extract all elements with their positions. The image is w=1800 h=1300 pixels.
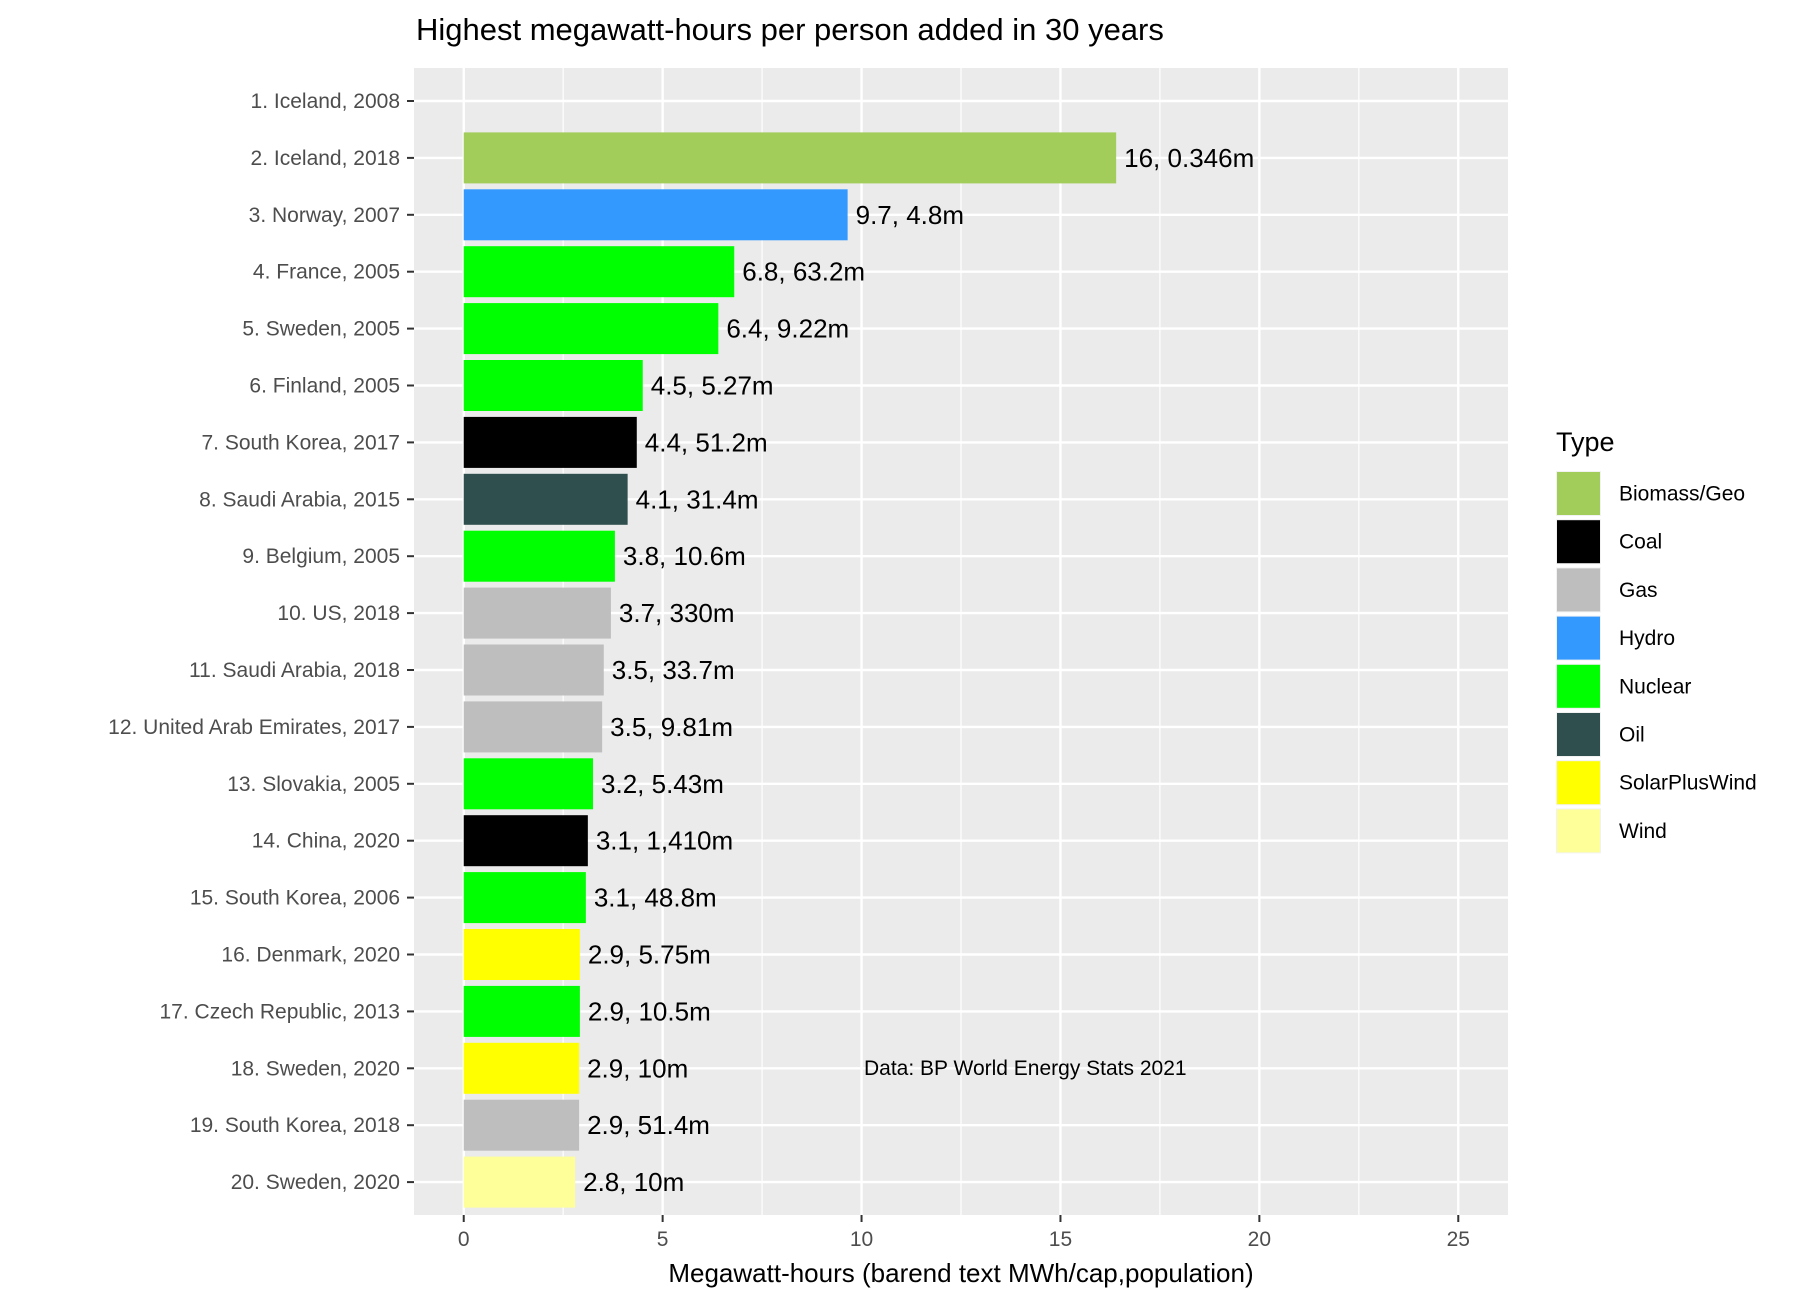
y-tick-label: 6. Finland, 2005	[249, 375, 400, 398]
legend-items: Biomass/Geo Coal Gas Hydro Nuclear Oil SolarPl…	[1556, 471, 1757, 854]
bar	[463, 1156, 576, 1208]
legend-key	[1557, 809, 1600, 853]
bar	[463, 360, 643, 411]
bar	[463, 132, 1117, 184]
y-tick-label: 10. US, 2018	[277, 602, 400, 625]
bar-value-label: 3.7, 330m	[619, 598, 735, 628]
y-tick-label: 4. France, 2005	[253, 261, 400, 284]
bar-end-labels: 16, 0.346m 9.7, 4.8m 6.8, 63.2m 6.4, 9.22m 4…	[583, 143, 1254, 1197]
legend-label: Wind	[1619, 820, 1667, 843]
legend-key	[1557, 520, 1600, 564]
legend-title: Type	[1556, 427, 1615, 457]
legend-key	[1557, 616, 1600, 660]
y-tick-label: 1. Iceland, 2008	[251, 90, 400, 113]
y-tick-label: 16. Denmark, 2020	[221, 944, 400, 967]
y-tick-label: 7. South Korea, 2017	[202, 431, 401, 454]
y-tick-label: 19. South Korea, 2018	[190, 1114, 400, 1137]
y-tick-label: 8. Saudi Arabia, 2015	[199, 488, 400, 511]
y-tick-label: 5. Sweden, 2005	[242, 318, 400, 341]
x-tick-label: 25	[1447, 1228, 1470, 1251]
bar-value-label: 3.1, 1,410m	[596, 826, 733, 856]
bar	[463, 1099, 580, 1151]
y-tick-label: 3. Norway, 2007	[249, 204, 400, 227]
bar	[463, 1042, 580, 1094]
x-tick-label: 5	[657, 1228, 669, 1251]
bar	[463, 587, 611, 639]
y-tick-label: 12. United Arab Emirates, 2017	[108, 716, 400, 739]
bar-value-label: 16, 0.346m	[1124, 143, 1254, 173]
legend-label: SolarPlusWind	[1619, 772, 1757, 795]
legend-label: Nuclear	[1619, 675, 1691, 698]
bar-value-label: 4.4, 51.2m	[645, 427, 768, 457]
bar	[463, 530, 615, 582]
bar-value-label: 6.8, 63.2m	[742, 257, 865, 287]
bar-value-label: 3.1, 48.8m	[594, 883, 717, 913]
y-tick-label: 20. Sweden, 2020	[231, 1171, 400, 1194]
bar	[463, 473, 628, 525]
bar-value-label: 2.9, 10m	[587, 1053, 688, 1083]
bars	[463, 132, 1117, 1208]
legend-label: Gas	[1619, 579, 1658, 602]
bar	[463, 246, 735, 298]
x-tick-label: 10	[850, 1228, 873, 1251]
legend-label: Oil	[1619, 724, 1645, 747]
legend-key	[1557, 713, 1600, 756]
bar	[463, 758, 594, 810]
bar	[463, 701, 603, 753]
x-tick-label: 0	[458, 1228, 470, 1251]
y-tick-label: 15. South Korea, 2006	[190, 887, 400, 910]
bar-value-label: 2.8, 10m	[583, 1167, 684, 1197]
legend-key	[1557, 761, 1600, 805]
y-tick-label: 18. Sweden, 2020	[231, 1057, 400, 1080]
y-tick-label: 2. Iceland, 2018	[251, 147, 400, 170]
legend-label: Coal	[1619, 531, 1662, 554]
bar-value-label: 6.4, 9.22m	[726, 314, 849, 344]
bar-value-label: 4.5, 5.27m	[651, 371, 774, 401]
legend-label: Hydro	[1619, 627, 1675, 650]
bar	[463, 644, 604, 696]
bar	[463, 929, 580, 980]
x-tick-label: 20	[1248, 1228, 1271, 1251]
bar-value-label: 3.2, 5.43m	[601, 769, 724, 799]
bar-value-label: 3.5, 9.81m	[610, 712, 733, 742]
legend-key	[1557, 664, 1600, 708]
legend: Type Biomass/Geo Coal Gas Hydro Nuclear Oil So…	[1556, 427, 1757, 854]
y-tick-label: 11. Saudi Arabia, 2018	[189, 659, 400, 682]
bar-value-label: 4.1, 31.4m	[636, 484, 759, 514]
bar-value-label: 3.5, 33.7m	[612, 655, 735, 685]
bar-value-label: 9.7, 4.8m	[856, 200, 964, 230]
bar	[463, 189, 848, 241]
y-tick-label: 17. Czech Republic, 2013	[160, 1000, 401, 1023]
y-tick-label: 14. China, 2020	[252, 830, 400, 853]
bar-value-label: 3.8, 10.6m	[623, 541, 746, 571]
legend-label: Biomass/Geo	[1619, 483, 1745, 506]
data-source-annotation: Data: BP World Energy Stats 2021	[864, 1057, 1187, 1080]
bar	[463, 872, 586, 924]
legend-key	[1557, 472, 1600, 515]
x-axis-title: Megawatt-hours (barend text MWh/cap,popu…	[668, 1258, 1253, 1288]
x-tick-label: 15	[1049, 1228, 1072, 1251]
chart-title: Highest megawatt-hours per person added …	[416, 12, 1164, 47]
y-tick-label: 9. Belgium, 2005	[242, 545, 400, 568]
bar-value-label: 2.9, 5.75m	[588, 940, 711, 970]
y-axis: 1. Iceland, 2008 2. Iceland, 2018 3. Norwa…	[108, 90, 414, 1194]
bar	[463, 416, 637, 468]
y-tick-label: 13. Slovakia, 2005	[227, 773, 400, 796]
bar	[463, 815, 588, 867]
legend-key	[1557, 568, 1600, 612]
bar	[463, 303, 719, 355]
bar-value-label: 2.9, 10.5m	[588, 996, 711, 1026]
x-axis: 0 5 10 15 20 25	[458, 1215, 1470, 1251]
bar	[463, 985, 580, 1037]
bar-value-label: 2.9, 51.4m	[587, 1110, 710, 1140]
